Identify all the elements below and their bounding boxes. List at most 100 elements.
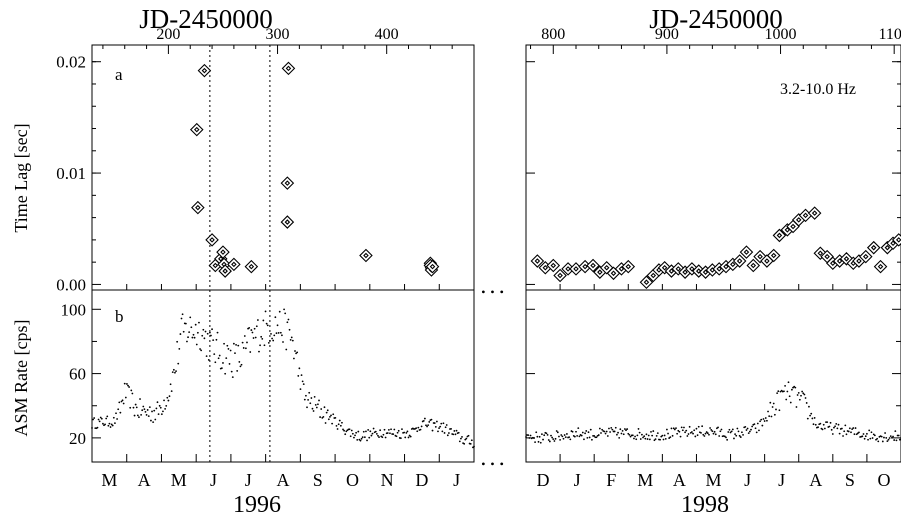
asm-rate-point-right [628, 434, 631, 436]
asm-rate-point-right [654, 438, 657, 441]
asm-rate-point-right [885, 437, 888, 439]
asm-rate-point-right [895, 439, 898, 442]
asm-rate-point-left [343, 429, 346, 432]
asm-rate-point-right [862, 433, 865, 435]
asm-rate-point-left [377, 434, 379, 437]
asm-rate-point-right [706, 432, 709, 435]
asm-rate-point-left [419, 428, 422, 431]
asm-rate-point-left [229, 349, 232, 352]
panel-b-label: b [115, 307, 124, 326]
asm-rate-point-right [842, 435, 844, 437]
time-lag-point-inner [668, 268, 675, 274]
time-lag-point-inner [795, 217, 802, 223]
asm-rate-point-left [109, 426, 112, 428]
asm-rate-point-right [811, 417, 814, 420]
asm-rate-point-right [610, 427, 613, 429]
asm-rate-point-right [828, 425, 831, 428]
asm-rate-point-right [735, 434, 738, 437]
asm-rate-point-right [687, 433, 690, 435]
asm-rate-point-left [265, 322, 268, 325]
asm-rate-point-left [308, 391, 311, 394]
asm-rate-point-left [115, 412, 117, 415]
asm-rate-point-right [798, 398, 801, 401]
asm-rate-point-right [542, 438, 544, 441]
asm-rate-point-right [678, 430, 681, 433]
asm-rate-point-left [301, 380, 304, 383]
time-lag-point-inner [824, 253, 830, 260]
asm-rate-point-left [428, 421, 431, 423]
asm-rate-point-right [898, 438, 901, 441]
asm-rate-point-left [470, 439, 473, 442]
asm-rate-point-left [324, 422, 327, 424]
asm-rate-point-left [277, 332, 280, 334]
asm-rate-point-right [852, 427, 855, 429]
asm-rate-point-right [869, 437, 872, 440]
asm-rate-point-left [135, 406, 138, 409]
asm-rate-point-left [282, 341, 284, 343]
asm-rate-point-left [128, 386, 131, 388]
asm-rate-point-right [784, 384, 786, 387]
asm-rate-point-right [616, 433, 618, 436]
asm-rate-point-left [252, 337, 255, 339]
asm-rate-point-left [457, 431, 460, 434]
asm-rate-point-left [438, 427, 440, 430]
asm-rate-point-left [397, 429, 400, 432]
asm-rate-point-left [266, 324, 269, 327]
asm-rate-point-left [433, 422, 436, 424]
asm-rate-point-left [314, 404, 317, 406]
asm-rate-point-left [164, 407, 167, 410]
asm-rate-point-right [569, 438, 572, 441]
asm-rate-point-right [644, 437, 647, 440]
asm-rate-point-right [883, 436, 885, 439]
asm-rate-point-right [863, 437, 866, 440]
asm-rate-point-right [691, 431, 693, 433]
asm-rate-point-left [131, 392, 134, 395]
asm-rate-point-left [224, 372, 227, 375]
asm-rate-point-right [858, 431, 860, 434]
asm-rate-point-right [821, 428, 824, 431]
asm-rate-point-left [99, 416, 102, 419]
panel-b-ylabel: ASM Rate [cps] [11, 320, 31, 437]
time-lag-point-inner [862, 253, 869, 260]
time-lag-point-inner [542, 264, 549, 271]
asm-rate-point-right [843, 430, 846, 433]
asm-rate-point-left [179, 333, 182, 335]
time-lag-point-inner [429, 263, 436, 270]
asm-rate-point-right [588, 436, 591, 439]
asm-rate-point-right [683, 426, 685, 429]
year-label-right: 1998 [681, 492, 729, 516]
asm-rate-point-left [318, 399, 320, 402]
asm-rate-point-left [366, 439, 368, 442]
asm-rate-point-left [150, 419, 152, 422]
asm-rate-point-right [568, 436, 571, 439]
asm-rate-point-left [317, 403, 319, 406]
asm-rate-point-left [303, 398, 306, 401]
asm-rate-point-right [529, 434, 532, 437]
asm-rate-point-right [754, 427, 757, 430]
asm-rate-point-right [686, 435, 689, 437]
asm-rate-point-right [555, 430, 558, 432]
asm-rate-point-right [868, 429, 871, 432]
tick-marks [92, 45, 901, 462]
asm-rate-point-right [639, 438, 642, 440]
asm-rate-point-left [163, 399, 165, 402]
time-lag-point-inner [248, 263, 255, 270]
time-lag-point-inner [193, 126, 200, 133]
asm-rate-point-right [725, 436, 727, 439]
asm-rate-point-right [873, 434, 876, 437]
time-lag-point-inner [625, 263, 632, 270]
time-lag-point-inner [890, 240, 896, 247]
time-lag-point-inner [590, 262, 596, 269]
asm-rate-point-left [294, 350, 296, 352]
time-lag-point-inner [817, 250, 824, 257]
time-lag-point-inner [573, 266, 579, 272]
asm-rate-point-right [609, 431, 611, 433]
asm-rate-point-right [747, 432, 750, 434]
asm-rate-point-right [528, 437, 531, 439]
time-lag-point-inner [790, 223, 796, 230]
asm-rate-point-right [642, 436, 644, 439]
asm-rate-point-left [231, 376, 234, 379]
asm-rate-point-right [525, 436, 527, 438]
